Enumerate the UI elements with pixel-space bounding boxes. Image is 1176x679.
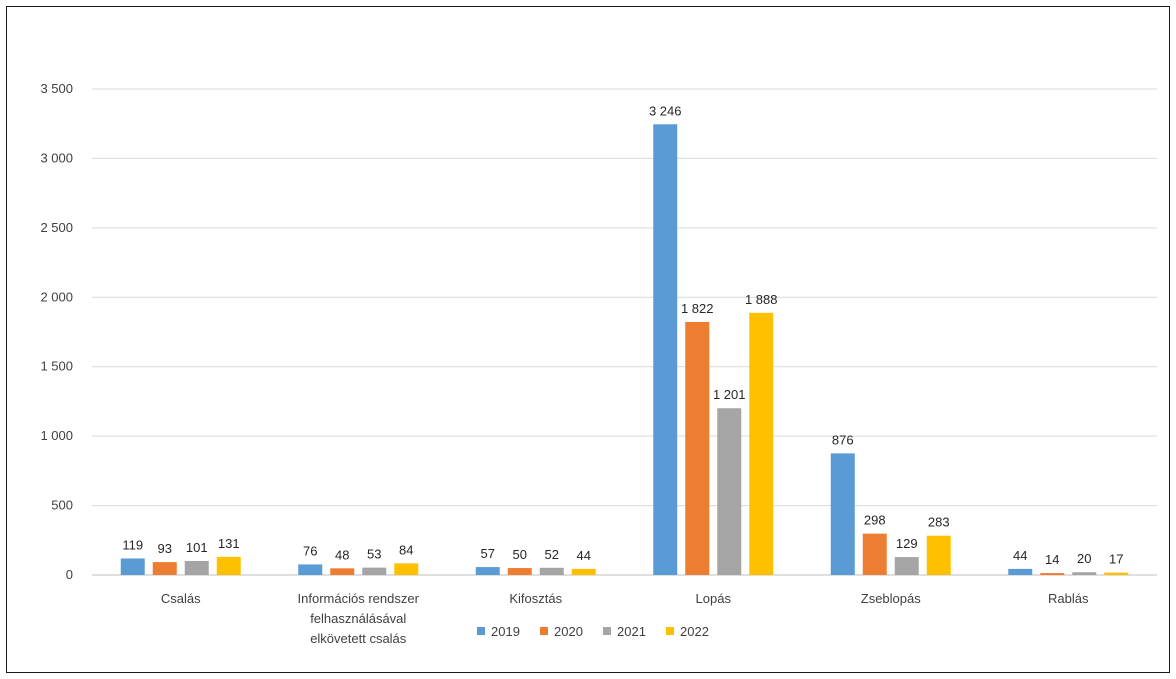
bar-2021 — [539, 567, 564, 575]
data-label: 298 — [864, 513, 886, 528]
data-label: 52 — [545, 547, 559, 562]
bar-2021 — [894, 557, 919, 575]
category-label: Lopás — [696, 591, 732, 606]
bar-2019 — [653, 124, 678, 575]
bar-2021 — [362, 567, 387, 575]
legend-swatch-2020 — [540, 627, 548, 635]
bar-2021 — [717, 408, 742, 575]
data-label: 14 — [1045, 552, 1059, 567]
category-label: Csalás — [161, 591, 201, 606]
data-label: 44 — [577, 548, 591, 563]
data-label: 50 — [513, 547, 527, 562]
y-axis: 0 500 1 000 1 500 2 000 2 500 3 000 3 500 — [40, 81, 73, 582]
category-label: Kifosztás — [509, 591, 562, 606]
category-label: felhasználásával — [310, 611, 406, 626]
bar-chart: 0 500 1 000 1 500 2 000 2 500 3 000 3 500 119 76… — [40, 81, 1157, 646]
bar-2020 — [152, 562, 177, 575]
bar-2020 — [507, 568, 532, 575]
legend: 2019 2020 2021 2022 — [477, 624, 709, 639]
y-tick-label: 1 500 — [40, 359, 73, 374]
category-label: Információs rendszer — [298, 591, 420, 606]
data-label: 57 — [481, 546, 495, 561]
bar-2020 — [330, 568, 355, 575]
data-label: 101 — [186, 540, 208, 555]
bar-2022 — [216, 556, 241, 575]
x-axis: Csalás Információs rendszer felhasználásáv… — [161, 591, 1089, 646]
gridlines — [92, 88, 1157, 576]
bar-2022 — [926, 535, 951, 575]
data-label: 876 — [832, 432, 854, 447]
data-label: 76 — [303, 543, 317, 558]
legend-swatch-2022 — [666, 627, 674, 635]
bars — [120, 124, 1129, 575]
y-tick-label: 500 — [51, 498, 73, 513]
bar-2021 — [184, 560, 209, 575]
data-label: 93 — [158, 541, 172, 556]
bar-2019 — [298, 564, 323, 575]
legend-label: 2020 — [554, 624, 583, 639]
data-label: 131 — [218, 536, 240, 551]
data-labels: 119 76 57 3 246 876 44 93 48 50 1 822 298 14 101 53 52… — [122, 103, 1123, 567]
legend-swatch-2021 — [603, 627, 611, 635]
data-label: 53 — [367, 547, 381, 562]
bar-2022 — [749, 312, 774, 575]
legend-label: 2022 — [680, 624, 709, 639]
category-label: Rablás — [1048, 591, 1089, 606]
chart-frame: 0 500 1 000 1 500 2 000 2 500 3 000 3 500 119 76… — [6, 6, 1170, 673]
data-label: 3 246 — [649, 103, 682, 118]
bar-2021 — [1072, 572, 1097, 575]
category-label: elkövetett csalás — [310, 631, 407, 646]
data-label: 84 — [399, 542, 413, 557]
bar-2019 — [830, 453, 855, 575]
y-tick-label: 3 500 — [40, 81, 73, 96]
legend-swatch-2019 — [477, 627, 485, 635]
y-tick-label: 3 000 — [40, 150, 73, 165]
y-tick-label: 2 000 — [40, 289, 73, 304]
data-label: 44 — [1013, 548, 1027, 563]
y-tick-label: 1 000 — [40, 428, 73, 443]
data-label: 119 — [122, 537, 143, 552]
legend-label: 2019 — [491, 624, 520, 639]
bar-2020 — [685, 322, 710, 575]
bar-2019 — [120, 558, 145, 575]
data-label: 1 888 — [745, 292, 778, 307]
data-label: 17 — [1109, 552, 1123, 567]
data-label: 283 — [928, 515, 950, 530]
data-label: 48 — [335, 547, 349, 562]
bar-2022 — [1104, 572, 1129, 575]
category-label: Zseblopás — [861, 591, 921, 606]
bar-2022 — [571, 568, 596, 575]
y-tick-label: 0 — [66, 567, 73, 582]
bar-2022 — [394, 563, 419, 575]
data-label: 20 — [1077, 551, 1091, 566]
bar-2019 — [475, 567, 500, 575]
legend-label: 2021 — [617, 624, 646, 639]
data-label: 1 201 — [713, 387, 746, 402]
bar-2020 — [862, 533, 887, 575]
bar-2019 — [1008, 568, 1033, 575]
y-tick-label: 2 500 — [40, 220, 73, 235]
data-label: 1 822 — [681, 301, 714, 316]
bar-2020 — [1040, 573, 1065, 575]
data-label: 129 — [896, 536, 918, 551]
